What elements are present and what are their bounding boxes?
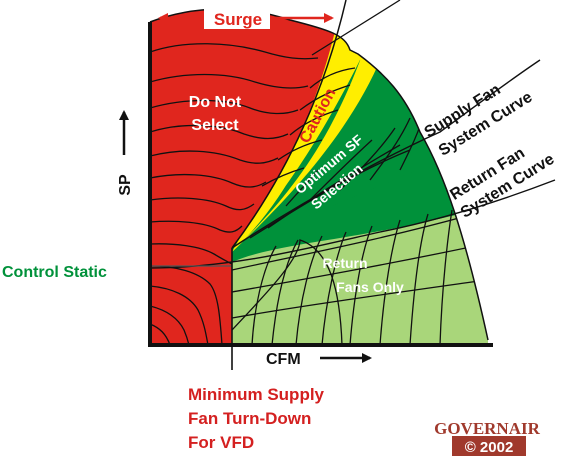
y-axis-label: SP — [117, 174, 134, 196]
return-fan-system-curve — [149, 179, 556, 269]
speed-curves-optimum — [249, 109, 426, 239]
control-static-label: Control Static — [2, 264, 107, 281]
min-turndown-label-3: For VFD — [188, 433, 254, 452]
supply-fan-system-curve — [231, 59, 541, 249]
red-surge-zone — [150, 8, 342, 345]
logo-copyright: © 2002 — [465, 439, 514, 456]
caution-upper-line — [311, 0, 401, 56]
do-not-select-label-1: Do Not — [189, 94, 242, 111]
governair-logo: GOVERNAIR © 2002 — [434, 419, 541, 456]
min-turndown-label-2: Fan Turn-Down — [188, 409, 311, 428]
speed-curves-green — [231, 209, 487, 345]
return-only-label-1: Return — [322, 255, 367, 271]
surge-line — [231, 0, 347, 249]
logo-name: GOVERNAIR — [434, 419, 541, 438]
x-axis-label: CFM — [266, 351, 301, 368]
speed-curves-red — [150, 43, 319, 345]
return-only-label-2: Fans Only — [336, 279, 404, 295]
do-not-select-label-2: Select — [191, 117, 239, 134]
speed-curves-caution — [261, 67, 356, 187]
min-turndown-label-1: Minimum Supply — [188, 385, 325, 404]
surge-label: Surge — [214, 10, 262, 29]
